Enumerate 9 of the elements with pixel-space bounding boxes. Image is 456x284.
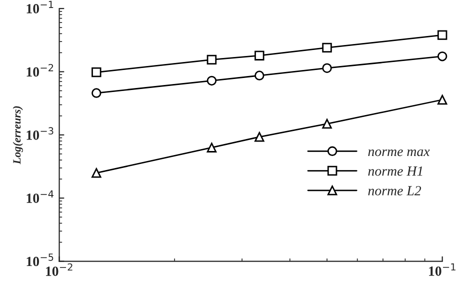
y-tick-label: 10$^{−5}$ — [26, 254, 54, 266]
legend-label: norme L2 — [368, 186, 422, 196]
y-axis-title: Log(erreurs) — [12, 106, 23, 164]
y-tick-label: 10$^{−3}$ — [26, 127, 54, 140]
y-tick-label: 10$^{−1}$ — [26, 0, 54, 14]
y-tick-label: 10$^{−2}$ — [26, 64, 54, 77]
legend-label: norme max — [368, 149, 430, 156]
y-tick-label: 10$^{−4}$ — [26, 190, 54, 203]
legend-label: norme H1 — [368, 166, 422, 176]
